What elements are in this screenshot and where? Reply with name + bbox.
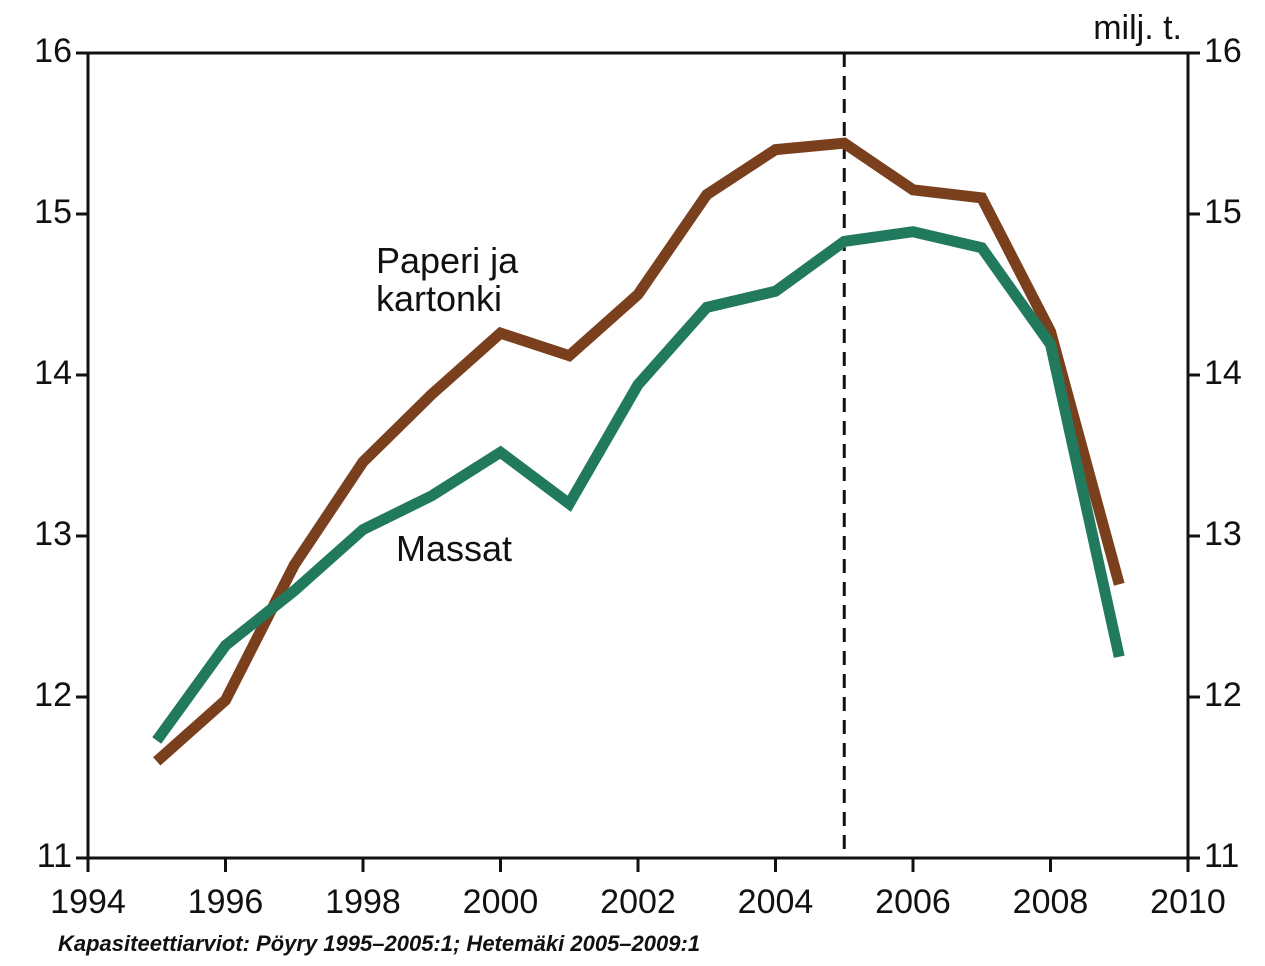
plot-frame bbox=[86, 51, 1190, 860]
series-label: Paperi ja kartonki bbox=[376, 240, 519, 319]
y-tick-label: 13 bbox=[34, 515, 72, 553]
x-tick-label: 2002 bbox=[600, 883, 676, 921]
x-tick-label: 2004 bbox=[738, 883, 814, 921]
y2-tick-label: 11 bbox=[1204, 837, 1239, 875]
x-tick-label: 2010 bbox=[1150, 883, 1226, 921]
x-tick-label: 1994 bbox=[50, 883, 126, 921]
y2-tick-label: 16 bbox=[1204, 32, 1242, 70]
source-note: Kapasiteettiarviot: Pöyry 1995–2005:1; H… bbox=[58, 931, 700, 956]
x-tick-label: 1996 bbox=[188, 883, 264, 921]
y2-tick-label: 12 bbox=[1204, 676, 1242, 714]
x-tick-label: 2008 bbox=[1013, 883, 1089, 921]
y2-tick-label: 15 bbox=[1204, 193, 1242, 231]
y-tick-label: 16 bbox=[34, 32, 72, 70]
series-line bbox=[153, 137, 1125, 766]
x-tick-label: 2006 bbox=[875, 883, 951, 921]
y-tick-label: 15 bbox=[34, 193, 72, 231]
x-tick-label: 1998 bbox=[325, 883, 401, 921]
y2-tick-label: 14 bbox=[1204, 354, 1242, 392]
x-tick-label: 2000 bbox=[463, 883, 539, 921]
y-axis-label: milj. t. bbox=[1093, 9, 1182, 47]
series-label: Massat bbox=[396, 528, 513, 569]
y-tick-label: 11 bbox=[37, 837, 72, 875]
y-tick-label: 14 bbox=[34, 354, 72, 392]
y2-tick-label: 13 bbox=[1204, 515, 1242, 553]
series-line bbox=[152, 226, 1125, 744]
y-tick-label: 12 bbox=[34, 676, 72, 714]
